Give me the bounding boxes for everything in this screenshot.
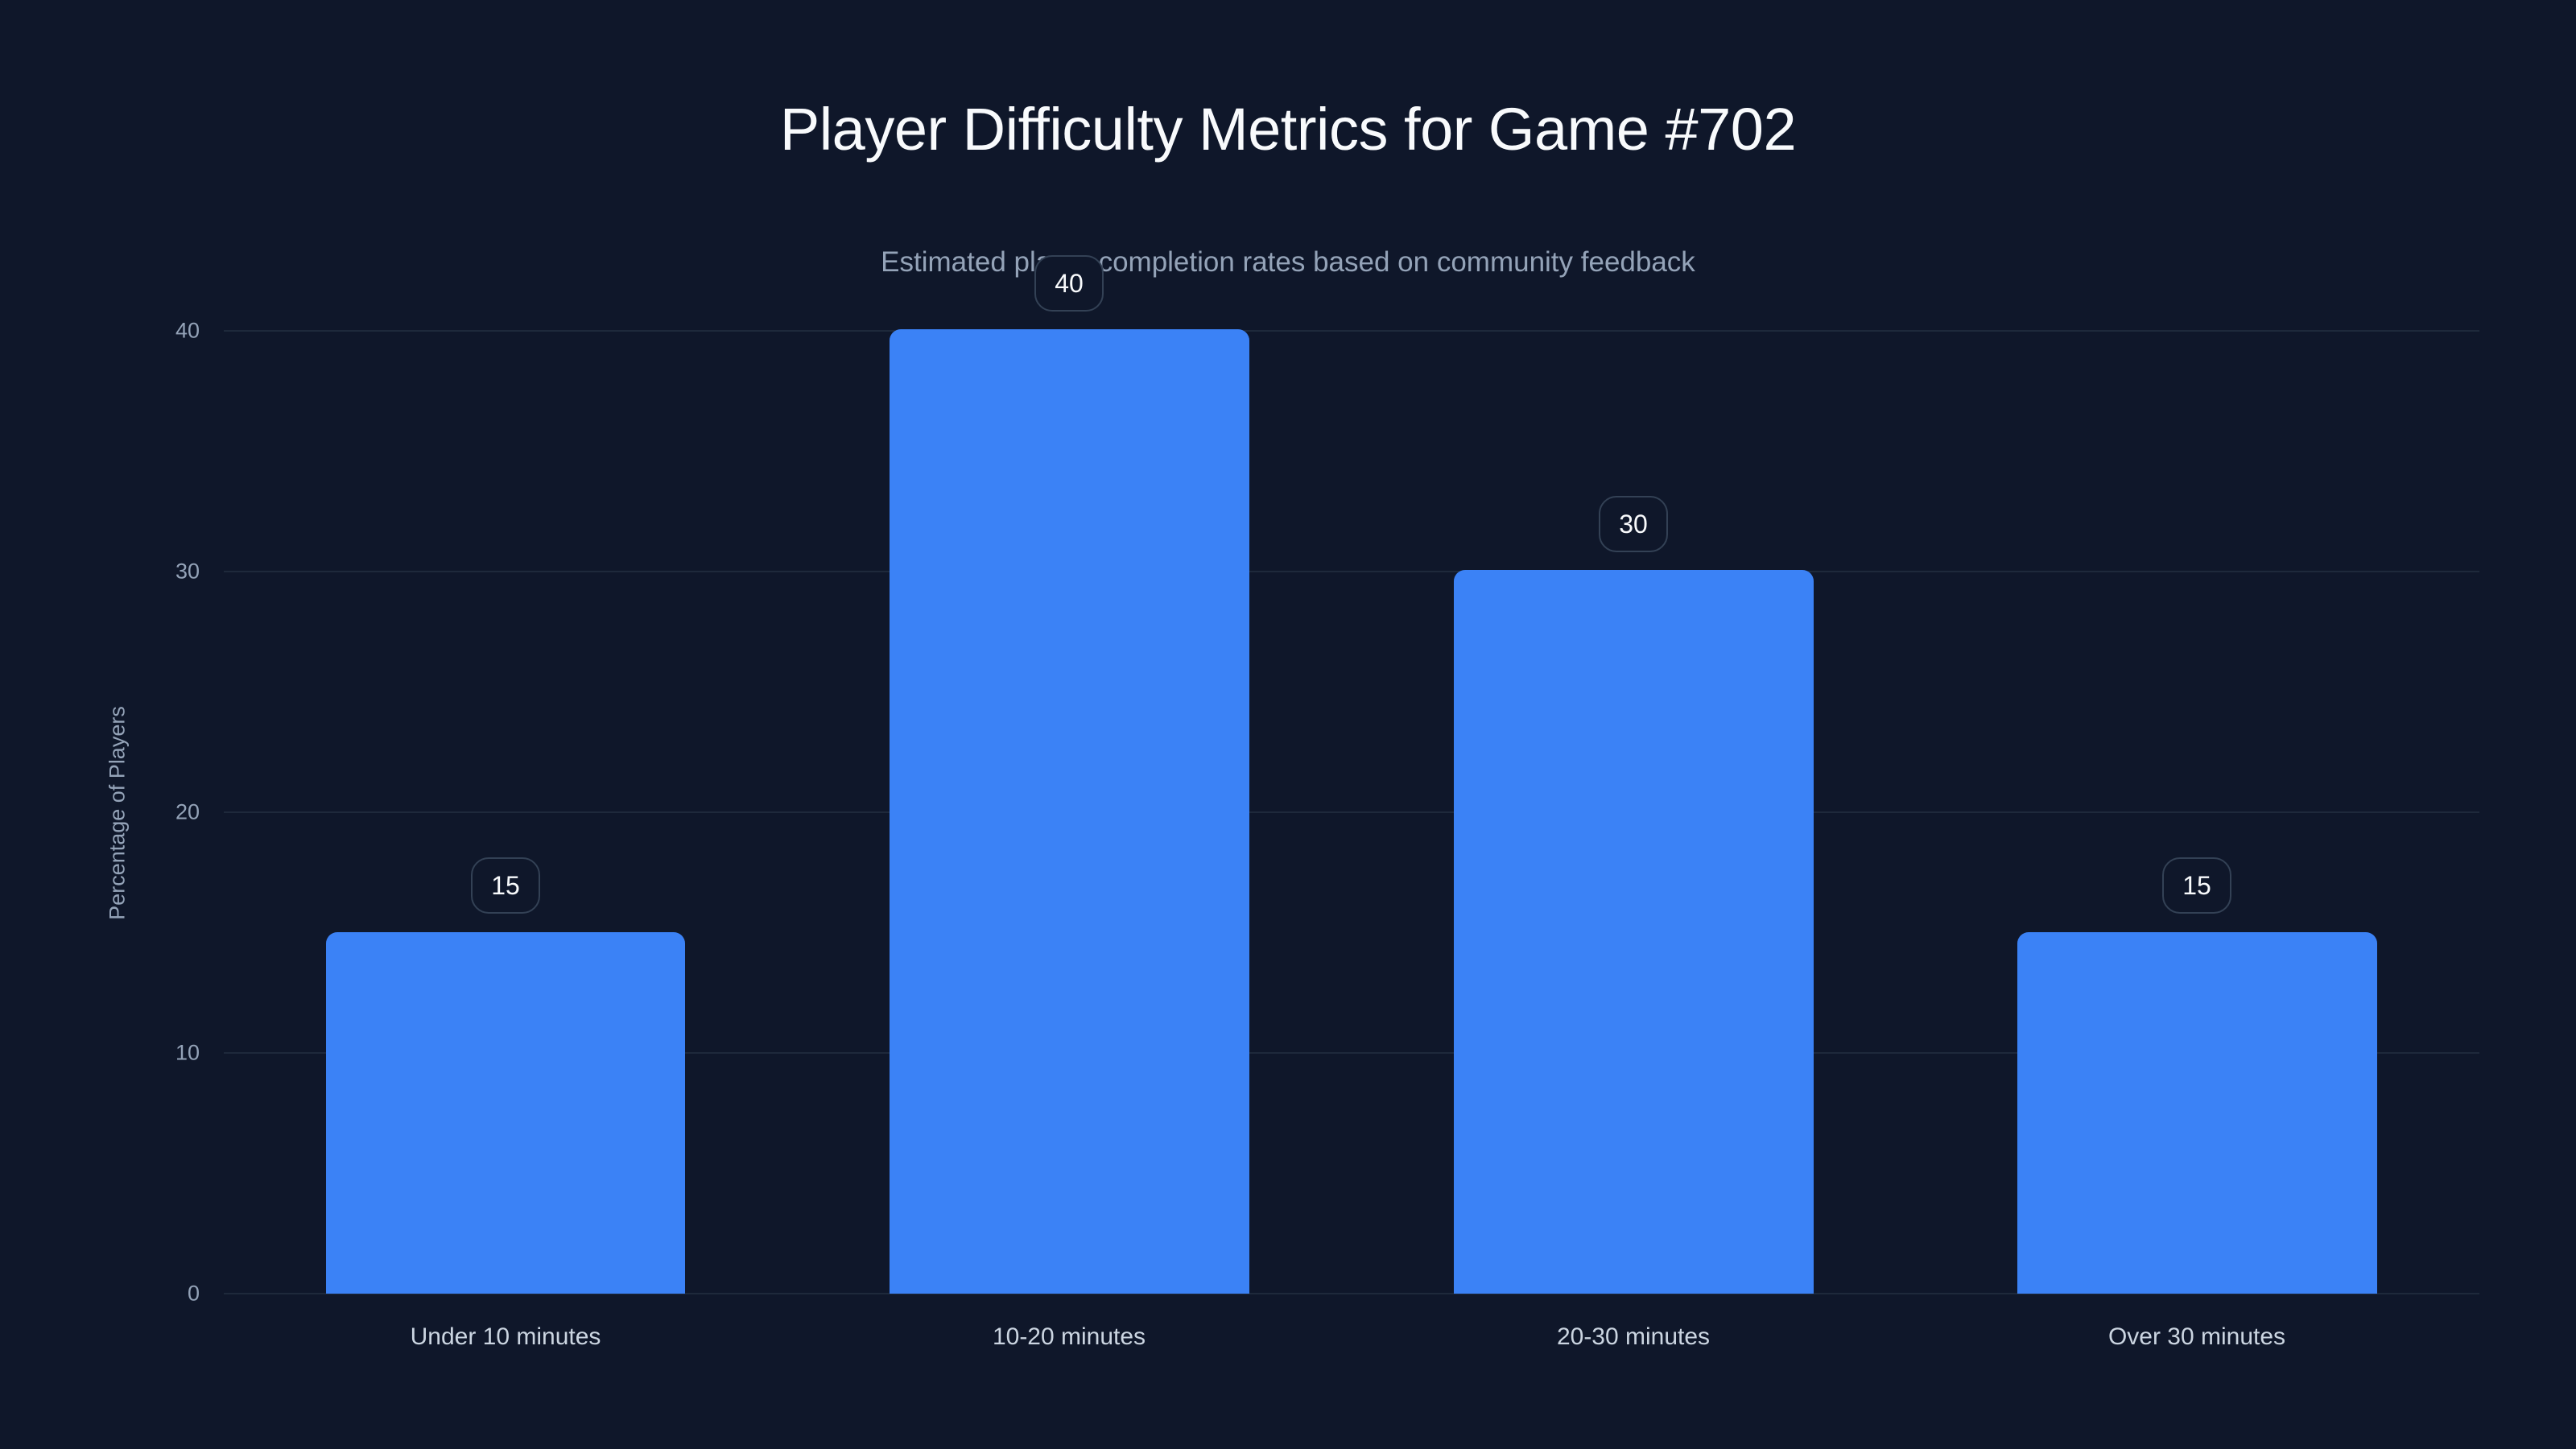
- gridline-30: [224, 571, 2479, 572]
- x-tick-10-20-minutes: 10-20 minutes: [992, 1323, 1146, 1350]
- bar-over-30-minutes[interactable]: [2017, 932, 2377, 1294]
- y-tick-30: 30: [175, 559, 200, 584]
- y-tick-40: 40: [175, 318, 200, 343]
- gridline-20: [224, 811, 2479, 813]
- y-tick-10: 10: [175, 1040, 200, 1065]
- data-label-20-30-minutes: 30: [1599, 496, 1668, 552]
- x-tick-20-30-minutes: 20-30 minutes: [1556, 1323, 1711, 1350]
- data-label-under-10-minutes: 15: [471, 857, 540, 914]
- chart-title: Player Difficulty Metrics for Game #702: [779, 96, 1797, 163]
- gridline-0: [224, 1293, 2479, 1294]
- x-tick-over-30-minutes: Over 30 minutes: [2107, 1323, 2286, 1350]
- data-label-over-30-minutes: 15: [2162, 857, 2231, 914]
- bar-10-20-minutes[interactable]: [890, 329, 1249, 1294]
- x-tick-under-10-minutes: Under 10 minutes: [410, 1323, 601, 1350]
- data-label-10-20-minutes: 40: [1034, 255, 1104, 312]
- bar-20-30-minutes[interactable]: [1454, 570, 1814, 1294]
- y-axis-label: Percentage of Players: [105, 706, 130, 920]
- gridline-40: [224, 330, 2479, 332]
- gridline-10: [224, 1052, 2479, 1054]
- y-tick-0: 0: [187, 1281, 200, 1306]
- y-tick-20: 20: [175, 799, 200, 824]
- bar-under-10-minutes[interactable]: [326, 932, 685, 1294]
- chart-subtitle: Estimated player completion rates based …: [881, 246, 1695, 278]
